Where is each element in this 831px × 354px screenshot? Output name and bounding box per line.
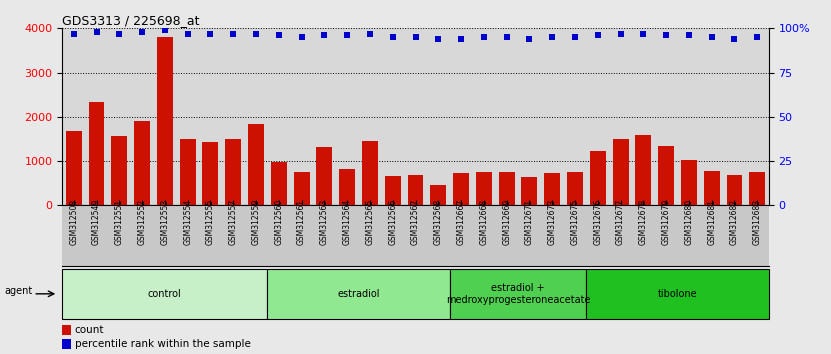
Point — [546, 34, 559, 40]
Bar — [179, 139, 195, 205]
Point — [204, 31, 217, 36]
Text: GDS3313 / 225698_at: GDS3313 / 225698_at — [62, 14, 199, 27]
Bar — [544, 172, 560, 205]
Bar — [89, 102, 105, 205]
Bar — [499, 172, 514, 205]
Point — [705, 34, 718, 40]
Point — [568, 34, 582, 40]
Text: agent: agent — [4, 286, 32, 296]
Point — [295, 34, 308, 40]
Bar — [62, 325, 71, 335]
Point — [67, 31, 81, 36]
Bar — [587, 269, 769, 319]
Point — [614, 31, 627, 36]
Bar — [750, 172, 765, 205]
Bar — [385, 176, 401, 205]
Bar — [248, 124, 264, 205]
Point — [386, 34, 400, 40]
Bar — [567, 172, 583, 205]
Bar — [681, 160, 697, 205]
Point — [317, 33, 331, 38]
Bar — [704, 171, 720, 205]
Text: control: control — [148, 289, 182, 299]
Point — [90, 29, 103, 35]
Point — [728, 36, 741, 42]
Text: estradiol +
medroxyprogesteroneacetate: estradiol + medroxyprogesteroneacetate — [445, 283, 590, 305]
Text: count: count — [75, 325, 104, 335]
Bar — [450, 269, 587, 319]
Text: estradiol: estradiol — [337, 289, 380, 299]
Point — [660, 33, 673, 38]
Bar — [658, 147, 674, 205]
Bar — [590, 151, 606, 205]
Bar — [317, 147, 332, 205]
Bar — [62, 339, 71, 349]
Point — [113, 31, 126, 36]
Bar — [111, 136, 127, 205]
Bar — [407, 175, 424, 205]
Bar — [522, 177, 538, 205]
Bar — [362, 141, 378, 205]
Bar — [293, 172, 309, 205]
Bar — [62, 269, 268, 319]
Point — [363, 31, 376, 36]
Bar — [726, 175, 742, 205]
Point — [249, 31, 263, 36]
Point — [158, 27, 171, 33]
Bar — [157, 37, 173, 205]
Point — [455, 36, 468, 42]
Bar — [430, 184, 446, 205]
Bar — [271, 162, 287, 205]
Bar — [636, 135, 652, 205]
Text: tibolone: tibolone — [657, 289, 697, 299]
Point — [637, 31, 650, 36]
Bar — [225, 139, 241, 205]
Point — [477, 34, 490, 40]
Point — [341, 33, 354, 38]
Point — [135, 29, 149, 35]
Bar — [476, 172, 492, 205]
Point — [750, 34, 764, 40]
Bar — [612, 139, 628, 205]
Point — [272, 33, 285, 38]
Point — [500, 34, 514, 40]
Bar — [453, 172, 469, 205]
Point — [591, 33, 604, 38]
Bar — [339, 169, 355, 205]
Text: percentile rank within the sample: percentile rank within the sample — [75, 339, 251, 349]
Bar — [134, 121, 150, 205]
Point — [682, 33, 696, 38]
Point — [409, 34, 422, 40]
Point — [431, 36, 445, 42]
Bar — [203, 142, 219, 205]
Bar — [66, 131, 81, 205]
Point — [227, 31, 240, 36]
Point — [523, 36, 536, 42]
Bar — [268, 269, 450, 319]
Point — [181, 31, 194, 36]
